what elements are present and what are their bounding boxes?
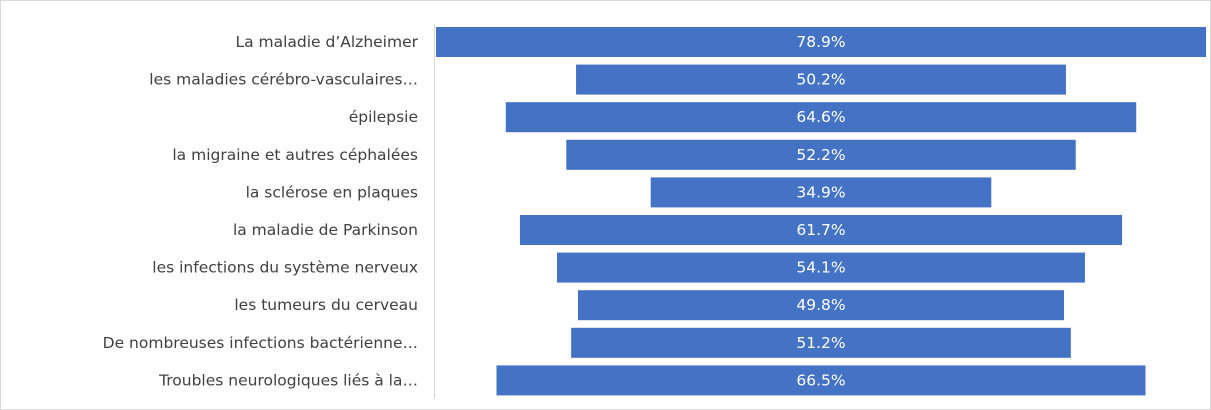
value-label-epilepsie: 64.6% <box>796 108 845 126</box>
bars-group <box>436 27 1206 396</box>
bar-les-infections-du-systeme-nerveux <box>557 252 1085 283</box>
bar-la-sclerose-en-plaques <box>650 177 992 208</box>
category-label-la-maladie-d-alzheimer: La maladie d’Alzheimer <box>235 33 418 51</box>
category-label-les-tumeurs-du-cerveau: les tumeurs du cerveau <box>234 296 418 314</box>
bar-epilepsie <box>505 102 1137 133</box>
bar-les-maladies-cerebro-vasculaires <box>576 64 1066 95</box>
category-label-les-maladies-cerebro-vasculaires: les maladies cérébro-vasculaires… <box>149 71 418 89</box>
category-label-de-nombreuses-infections-bacterienne: De nombreuses infections bactérienne… <box>103 334 418 352</box>
category-label-la-maladie-de-parkinson: la maladie de Parkinson <box>233 221 418 239</box>
category-label-la-migraine-et-autres-cephalees: la migraine et autres céphalées <box>172 146 418 164</box>
bar-les-tumeurs-du-cerveau <box>578 290 1065 321</box>
value-label-troubles-neurologiques-lies-a-la: 66.5% <box>796 371 845 389</box>
category-label-les-infections-du-systeme-nerveux: les infections du système nerveux <box>152 259 418 277</box>
category-label-troubles-neurologiques-lies-a-la: Troubles neurologiques liés à la… <box>158 371 418 389</box>
value-label-les-tumeurs-du-cerveau: 49.8% <box>796 296 845 314</box>
value-label-la-sclerose-en-plaques: 34.9% <box>796 183 845 201</box>
value-label-de-nombreuses-infections-bacterienne: 51.2% <box>796 334 845 352</box>
value-label-les-maladies-cerebro-vasculaires: 50.2% <box>796 71 845 89</box>
value-label-la-maladie-de-parkinson: 61.7% <box>796 221 845 239</box>
bar-la-maladie-d-alzheimer <box>436 27 1206 57</box>
category-label-la-sclerose-en-plaques: la sclérose en plaques <box>246 183 418 201</box>
bar-troubles-neurologiques-lies-a-la <box>496 365 1146 396</box>
category-labels: La maladie d’Alzheimer les maladies céréb… <box>103 33 419 389</box>
value-label-la-migraine-et-autres-cephalees: 52.2% <box>796 146 845 164</box>
bar-de-nombreuses-infections-bacterienne <box>571 327 1071 358</box>
value-label-la-maladie-d-alzheimer: 78.9% <box>796 33 845 51</box>
bar-la-migraine-et-autres-cephalees <box>566 139 1076 170</box>
bar-la-maladie-de-parkinson <box>519 215 1123 245</box>
value-label-les-infections-du-systeme-nerveux: 54.1% <box>796 259 845 277</box>
value-labels: 78.9% 50.2% 64.6% 52.2% 34.9% 61.7% 54.1% 49.8%… <box>796 33 845 389</box>
category-label-epilepsie: épilepsie <box>349 108 418 126</box>
